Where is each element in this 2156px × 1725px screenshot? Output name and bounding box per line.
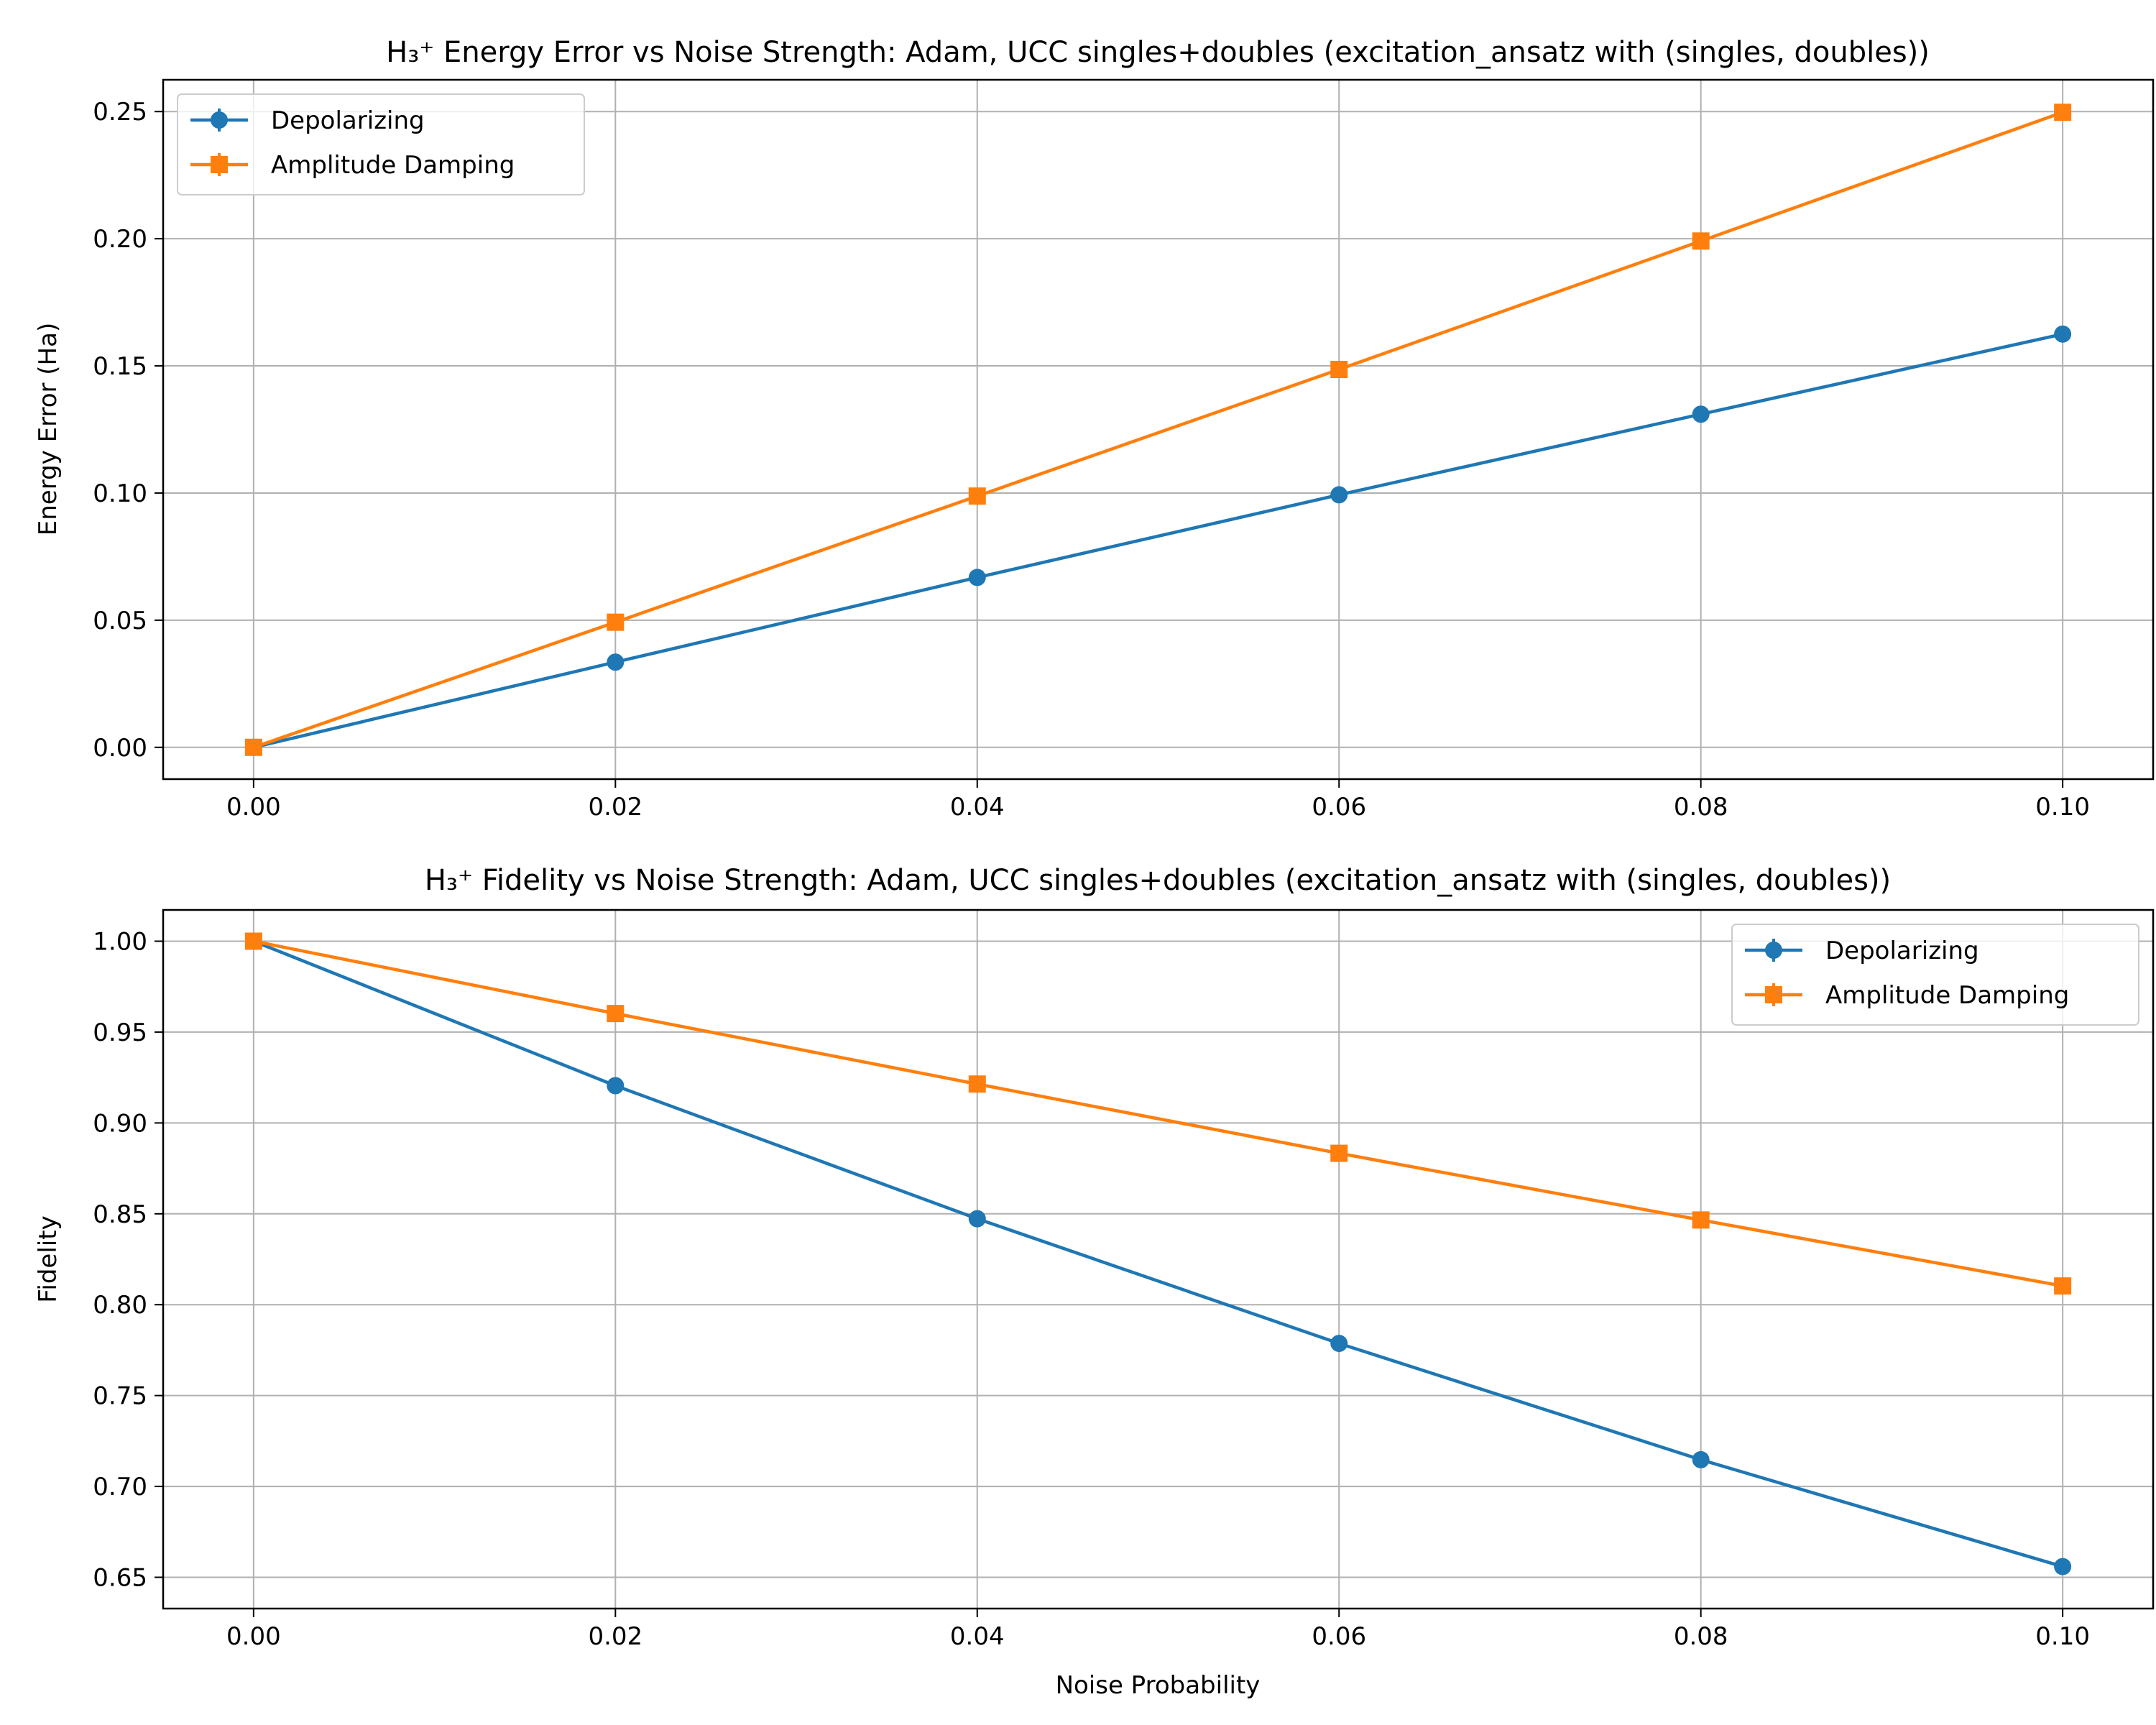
energy-error-x-tick-label: 0.08 (1674, 793, 1728, 822)
fidelity-y-tick-label: 0.65 (93, 1564, 147, 1593)
fidelity-data-point (1692, 1211, 1710, 1229)
fidelity-x-tick-label: 0.00 (226, 1622, 281, 1651)
energy-error-y-tick-label: 0.15 (93, 352, 147, 381)
fidelity-y-axis-label: Fidelity (34, 1215, 63, 1302)
fidelity-series-line (253, 939, 2063, 1288)
fidelity-data-point (968, 1075, 986, 1093)
energy-error-axes-frame (162, 78, 2155, 781)
energy-error-legend: Depolarizing Amplitude Damping (177, 93, 585, 196)
fidelity-series-depolarizing (244, 932, 2072, 1576)
energy-error-legend-item-amplitude-damping: Amplitude Damping (190, 151, 515, 180)
fidelity-y-tick-label: 0.70 (93, 1473, 147, 1501)
fidelity-legend-item-amplitude-damping: Amplitude Damping (1745, 981, 2069, 1010)
energy-error-data-point (1330, 486, 1348, 504)
fidelity-series-line (253, 939, 2063, 1568)
fidelity-legend-box (1731, 924, 2139, 1026)
fidelity-legend-marker (1765, 942, 1782, 959)
energy-error-data-point (607, 613, 625, 631)
fidelity-data-point (244, 932, 262, 950)
fidelity-y-tick-label: 1.00 (93, 927, 147, 956)
energy-error-legend-marker (211, 111, 228, 129)
energy-error-data-point (1692, 232, 1710, 250)
energy-error-series-amplitude-damping (244, 104, 2072, 756)
fidelity-data-point (1692, 1450, 1710, 1468)
energy-error-series-line (253, 332, 2063, 749)
fidelity-legend: Depolarizing Amplitude Damping (1731, 924, 2139, 1026)
fidelity-x-tick-label: 0.08 (1674, 1622, 1728, 1651)
energy-error-legend-label: Depolarizing (271, 106, 425, 135)
fidelity-data-point (607, 1005, 625, 1023)
fidelity-data-point (1330, 1335, 1348, 1353)
energy-error-y-tick-label: 0.20 (93, 225, 147, 254)
fidelity-x-tick-label: 0.02 (588, 1622, 642, 1651)
energy-error-data-point (1692, 405, 1710, 423)
fidelity-legend-marker (1765, 986, 1782, 1003)
energy-error-x-tick-label: 0.04 (950, 793, 1005, 822)
energy-error-data-point (1330, 360, 1348, 378)
energy-error-data-point (244, 738, 262, 756)
fidelity-x-tick-label: 0.10 (2035, 1622, 2090, 1651)
energy-error-legend-label: Amplitude Damping (271, 151, 515, 180)
energy-error-x-tick-label: 0.00 (226, 793, 281, 822)
energy-error-data-point (968, 487, 986, 505)
fidelity-x-tick-label: 0.06 (1312, 1622, 1366, 1651)
fidelity-y-tick-label: 0.85 (93, 1200, 147, 1229)
energy-error-grid (163, 80, 2153, 779)
energy-error-legend-box (177, 93, 585, 196)
energy-error-chart-title: H₃⁺ Energy Error vs Noise Strength: Adam… (386, 36, 1930, 69)
energy-error-y-tick-label: 0.10 (93, 479, 147, 508)
fidelity-y-tick-label: 0.95 (93, 1018, 147, 1047)
fidelity-x-tick-label: 0.04 (950, 1622, 1005, 1651)
fidelity-chart-title: H₃⁺ Fidelity vs Noise Strength: Adam, UC… (425, 864, 1891, 897)
fidelity-legend-item-depolarizing: Depolarizing (1745, 937, 1979, 965)
fidelity-y-tick-label: 0.90 (93, 1109, 147, 1138)
energy-error-data-point (968, 569, 986, 586)
fidelity-data-point (2054, 1558, 2072, 1576)
fidelity-y-tick-label: 0.75 (93, 1382, 147, 1411)
fidelity-data-point (1330, 1144, 1348, 1162)
fidelity-x-axis-label: Noise Probability (1056, 1671, 1261, 1700)
energy-error-y-tick-label: 0.05 (93, 607, 147, 635)
fidelity-data-point (968, 1210, 986, 1228)
energy-error-data-point (607, 653, 625, 671)
fidelity-legend-label: Depolarizing (1825, 937, 1979, 965)
energy-error-y-axis-label: Energy Error (Ha) (34, 323, 63, 535)
energy-error-x-tick-label: 0.02 (588, 793, 642, 822)
fidelity-chart: H₃⁺ Fidelity vs Noise Strength: Adam, UC… (34, 864, 2155, 1700)
fidelity-data-point (2054, 1277, 2072, 1295)
energy-error-legend-item-depolarizing: Depolarizing (190, 106, 425, 135)
fidelity-axes-frame (162, 908, 2155, 1610)
fidelity-series-amplitude-damping (244, 932, 2072, 1295)
fidelity-legend-label: Amplitude Damping (1825, 981, 2069, 1010)
energy-error-data-point (2054, 325, 2072, 343)
energy-error-data-point (2054, 104, 2072, 121)
fidelity-y-tick-label: 0.80 (93, 1291, 147, 1320)
energy-error-x-tick-label: 0.10 (2035, 793, 2090, 822)
energy-error-legend-marker (211, 156, 228, 173)
energy-error-chart: H₃⁺ Energy Error vs Noise Strength: Adam… (34, 36, 2155, 822)
energy-error-y-tick-label: 0.00 (93, 734, 147, 763)
energy-error-series-line (253, 111, 2063, 749)
energy-error-x-tick-label: 0.06 (1312, 793, 1366, 822)
energy-error-y-tick-label: 0.25 (93, 98, 147, 126)
fidelity-data-point (607, 1077, 625, 1095)
